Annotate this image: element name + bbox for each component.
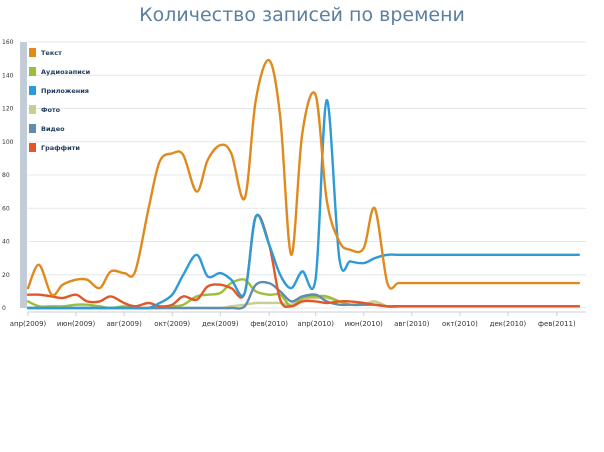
x-tick-label: июн(2009) [57,320,96,328]
axis-layer: 0 20 40 60 80 100 120 140 160 апр(2009) июн(2009) а… [2,39,586,328]
x-tick-label: дек(2009) [202,320,239,328]
legend-label: Текст [41,49,62,57]
y-tick-label: 140 [2,72,14,79]
x-tick-label: авг(2009) [106,320,142,328]
legend-swatch [29,124,36,133]
x-tick-label: апр(2010) [297,320,334,328]
legend-swatch [29,86,36,95]
legend-swatch [29,48,36,57]
chart-title: Количество записей по времени [139,4,465,26]
y-tick-label: 40 [2,239,10,246]
y-tick-label: 60 [2,205,10,212]
x-tick-label: окт(2010) [442,320,478,328]
legend-label: Видео [41,125,65,133]
y-tick-label: 0 [2,305,6,312]
y-tick-label: 160 [2,39,14,46]
y-tick-label: 80 [2,172,10,179]
series-layer [26,59,581,310]
x-tick-label: апр(2009) [10,320,47,328]
x-tick-label: фев(2011) [538,320,576,328]
legend-label: Граффити [41,144,80,152]
legend-swatch [29,67,36,76]
x-tick-label: фев(2010) [250,320,288,328]
legend: Текст Аудиозаписи Приложения Фото Видео Графф… [29,48,91,152]
legend-swatch [29,143,36,152]
y-tick-label: 20 [2,272,10,279]
x-tick-label: дек(2010) [490,320,527,328]
x-tick-label: авг(2010) [394,320,430,328]
legend-label: Приложения [41,87,89,95]
y-axis-bar [20,42,27,308]
legend-label: Фото [41,106,61,114]
y-tick-label: 120 [2,106,14,113]
legend-swatch [29,105,36,114]
legend-label: Аудиозаписи [41,68,91,76]
x-tick-label: июн(2010) [345,320,384,328]
series-line-0 [26,59,581,297]
series-line-2 [26,98,581,310]
x-tick-label: окт(2009) [154,320,190,328]
y-tick-label: 100 [2,139,14,146]
grid-layer [28,41,586,309]
series-line-5 [26,213,581,309]
